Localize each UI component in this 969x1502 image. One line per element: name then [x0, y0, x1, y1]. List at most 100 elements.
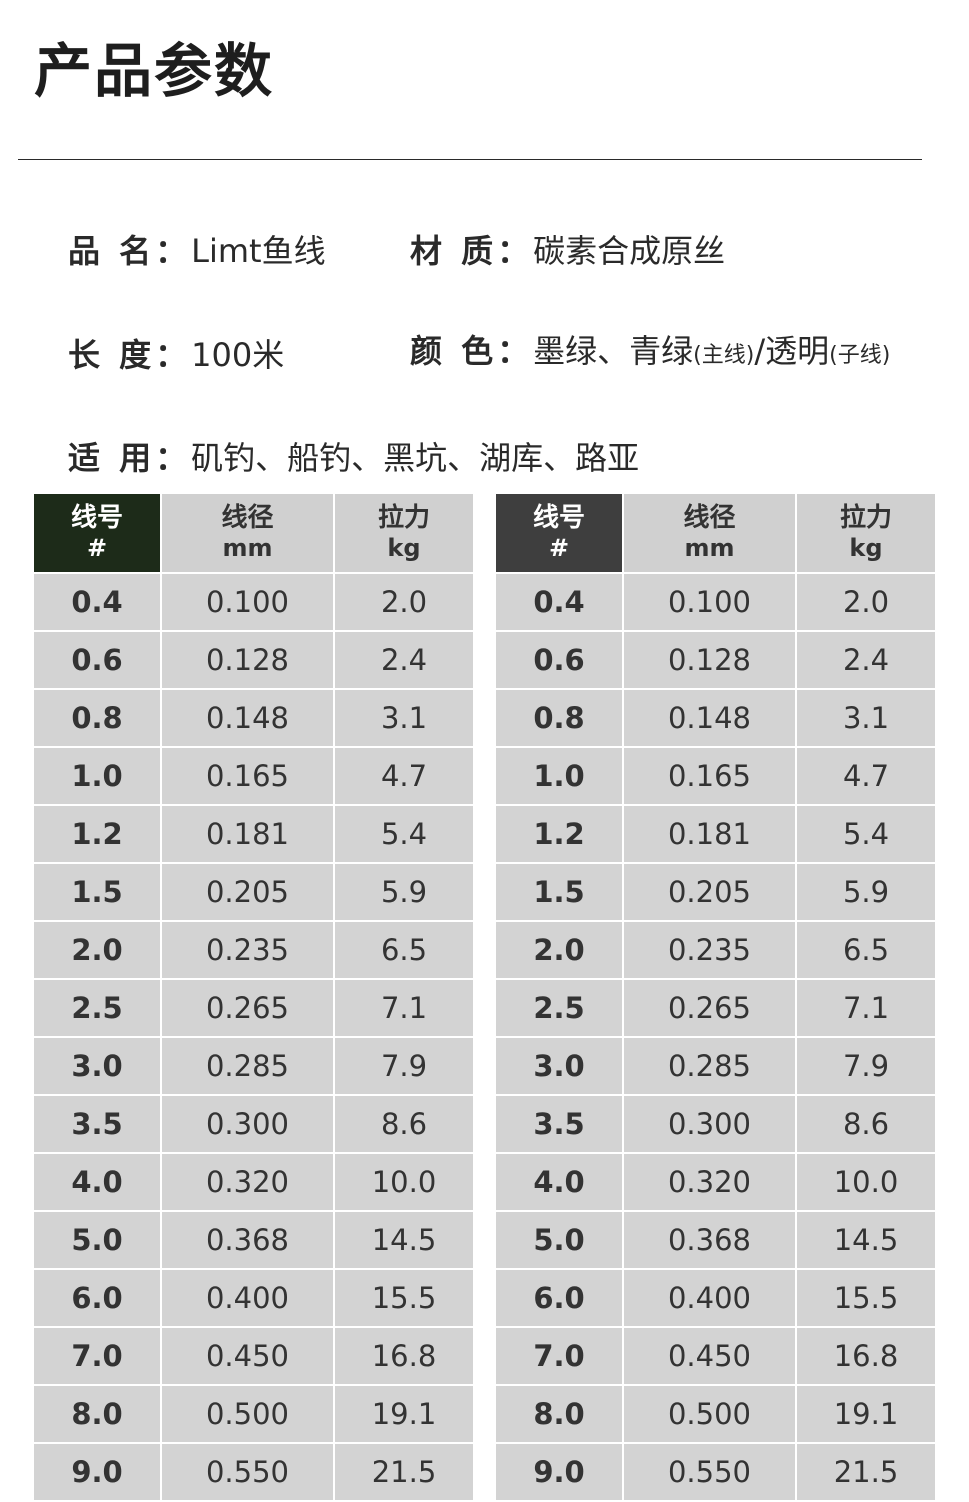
tension-cell: 2.4 — [795, 630, 937, 690]
line-number-cell: 3.0 — [32, 1036, 162, 1096]
diameter-cell: 0.320 — [160, 1152, 335, 1212]
table-row: 9.0 0.550 21.5 — [494, 1442, 937, 1502]
tension-cell: 3.1 — [333, 688, 475, 748]
table-row: 1.0 0.165 4.7 — [32, 746, 475, 806]
divider — [18, 159, 922, 160]
table-row: 1.0 0.165 4.7 — [494, 746, 937, 806]
tension-cell: 2.4 — [333, 630, 475, 690]
line-number-cell: 7.0 — [494, 1326, 624, 1386]
diameter-cell: 0.320 — [622, 1152, 797, 1212]
spec-material-label: 材 质： — [410, 232, 534, 270]
diameter-cell: 0.181 — [160, 804, 335, 864]
diameter-cell: 0.450 — [622, 1326, 797, 1386]
table-row: 7.0 0.450 16.8 — [494, 1326, 937, 1386]
diameter-cell: 0.285 — [622, 1036, 797, 1096]
tension-cell: 8.6 — [333, 1094, 475, 1154]
line-number-cell: 3.5 — [32, 1094, 162, 1154]
line-number-cell: 6.0 — [494, 1268, 624, 1328]
header-unit: mm — [684, 534, 735, 562]
tension-cell: 7.9 — [795, 1036, 937, 1096]
header-unit: mm — [222, 534, 273, 562]
table-row: 8.0 0.500 19.1 — [494, 1384, 937, 1444]
tension-cell: 16.8 — [795, 1326, 937, 1386]
spec-color: 颜 色：墨绿、青绿(主线)/透明(子线) — [410, 326, 890, 372]
tension-cell: 3.1 — [795, 688, 937, 748]
spec-length-label: 长 度： — [68, 336, 192, 374]
right-header-cell: 线径 mm — [622, 492, 797, 574]
table-row: 3.0 0.285 7.9 — [32, 1036, 475, 1096]
header-main: 线号 — [70, 503, 123, 533]
diameter-cell: 0.165 — [622, 746, 797, 806]
diameter-cell: 0.100 — [622, 572, 797, 632]
header-unit: # — [548, 534, 570, 562]
table-row: 2.0 0.235 6.5 — [494, 920, 937, 980]
line-number-cell: 5.0 — [32, 1210, 162, 1270]
table-row: 6.0 0.400 15.5 — [32, 1268, 475, 1328]
diameter-cell: 0.300 — [622, 1094, 797, 1154]
table-row: 4.0 0.320 10.0 — [494, 1152, 937, 1212]
spec-use-value: 矶钓、船钓、黑坑、湖库、路亚 — [191, 439, 640, 477]
line-number-cell: 5.0 — [494, 1210, 624, 1270]
spec-use-label: 适 用： — [68, 439, 192, 477]
spec-color-note-b: (子线) — [829, 343, 891, 368]
tension-cell: 2.0 — [333, 572, 475, 632]
line-number-cell: 2.5 — [494, 978, 624, 1038]
table-row: 6.0 0.400 15.5 — [494, 1268, 937, 1328]
line-number-cell: 1.5 — [32, 862, 162, 922]
tension-cell: 7.1 — [333, 978, 475, 1038]
tension-cell: 10.0 — [795, 1152, 937, 1212]
line-number-cell: 0.4 — [494, 572, 624, 632]
line-number-cell: 9.0 — [32, 1442, 162, 1502]
table-row: 0.4 0.100 2.0 — [494, 572, 937, 632]
tension-cell: 16.8 — [333, 1326, 475, 1386]
table-row: 8.0 0.500 19.1 — [32, 1384, 475, 1444]
header-unit: # — [86, 534, 108, 562]
diameter-cell: 0.148 — [160, 688, 335, 748]
tension-cell: 2.0 — [795, 572, 937, 632]
page-title: 产品参数 — [34, 37, 275, 105]
diameter-cell: 0.181 — [622, 804, 797, 864]
spec-name-label: 品 名： — [68, 232, 192, 270]
line-number-cell: 3.0 — [494, 1036, 624, 1096]
left-header-cell: 拉力 kg — [333, 492, 475, 574]
diameter-cell: 0.368 — [160, 1210, 335, 1270]
spec-length-value: 100米 — [191, 336, 285, 374]
header-unit: kg — [849, 534, 883, 562]
spec-length: 长 度：100米 — [68, 330, 284, 376]
diameter-cell: 0.165 — [160, 746, 335, 806]
table-row: 5.0 0.368 14.5 — [32, 1210, 475, 1270]
diameter-cell: 0.500 — [160, 1384, 335, 1444]
table-row: 1.2 0.181 5.4 — [32, 804, 475, 864]
tension-cell: 7.1 — [795, 978, 937, 1038]
spec-color-value-b: /透明 — [754, 332, 830, 370]
tension-cell: 21.5 — [333, 1442, 475, 1502]
right-header-row: 线号 # 线径 mm 拉力 kg — [494, 492, 937, 574]
line-number-cell: 8.0 — [494, 1384, 624, 1444]
diameter-cell: 0.400 — [160, 1268, 335, 1328]
tension-cell: 6.5 — [795, 920, 937, 980]
tension-cell: 4.7 — [333, 746, 475, 806]
spec-material: 材 质：碳素合成原丝 — [410, 226, 725, 272]
tension-cell: 14.5 — [333, 1210, 475, 1270]
line-number-cell: 1.2 — [494, 804, 624, 864]
table-row: 0.8 0.148 3.1 — [494, 688, 937, 748]
table-row: 1.2 0.181 5.4 — [494, 804, 937, 864]
table-row: 2.5 0.265 7.1 — [494, 978, 937, 1038]
table-row: 4.0 0.320 10.0 — [32, 1152, 475, 1212]
line-number-cell: 0.8 — [494, 688, 624, 748]
spec-color-note-a: (主线) — [693, 343, 755, 368]
tension-cell: 6.5 — [333, 920, 475, 980]
diameter-cell: 0.450 — [160, 1326, 335, 1386]
line-number-cell: 1.5 — [494, 862, 624, 922]
tension-cell: 15.5 — [333, 1268, 475, 1328]
header-main: 线径 — [683, 503, 736, 533]
diameter-cell: 0.128 — [160, 630, 335, 690]
tension-cell: 19.1 — [333, 1384, 475, 1444]
line-number-cell: 0.8 — [32, 688, 162, 748]
diameter-cell: 0.265 — [160, 978, 335, 1038]
tension-cell: 21.5 — [795, 1442, 937, 1502]
spec-name: 品 名：Limt鱼线 — [68, 226, 326, 272]
diameter-cell: 0.265 — [622, 978, 797, 1038]
table-row: 7.0 0.450 16.8 — [32, 1326, 475, 1386]
tension-cell: 8.6 — [795, 1094, 937, 1154]
